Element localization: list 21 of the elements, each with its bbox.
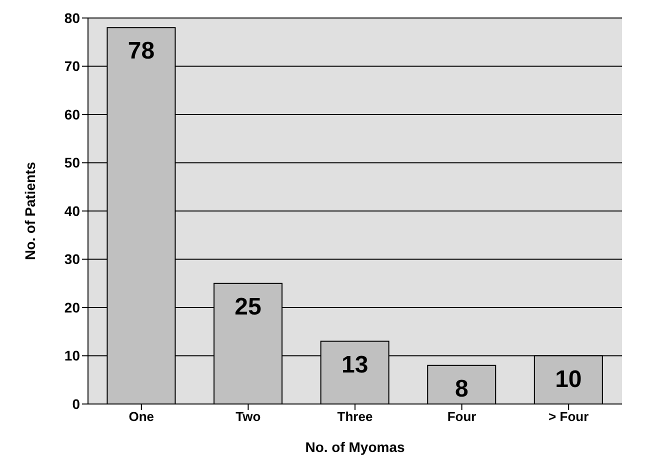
data-label: 25 xyxy=(234,293,262,320)
y-tick-label: 0 xyxy=(72,396,80,412)
y-tick-label: 20 xyxy=(64,299,80,316)
y-tick-label: 10 xyxy=(64,348,80,364)
data-label: 13 xyxy=(341,351,368,378)
data-label: 78 xyxy=(128,38,155,65)
y-tick-label: 80 xyxy=(64,10,80,26)
y-axis-title: No. of Patients xyxy=(22,162,38,260)
x-tick-label: Two xyxy=(236,409,261,424)
y-tick-label: 70 xyxy=(64,58,80,74)
y-tick-label: 40 xyxy=(64,202,80,219)
data-label: 10 xyxy=(555,366,582,393)
x-tick-label: Three xyxy=(337,409,373,424)
y-tick-label: 30 xyxy=(64,251,80,268)
x-tick-label: > Four xyxy=(548,409,589,424)
y-tick-label: 60 xyxy=(64,106,80,122)
x-axis-title: No. of Myomas xyxy=(305,439,405,455)
data-label: 8 xyxy=(454,375,468,402)
x-tick-label: Four xyxy=(447,409,476,424)
y-tick-label: 50 xyxy=(64,154,80,171)
x-tick-label: One xyxy=(128,409,154,424)
